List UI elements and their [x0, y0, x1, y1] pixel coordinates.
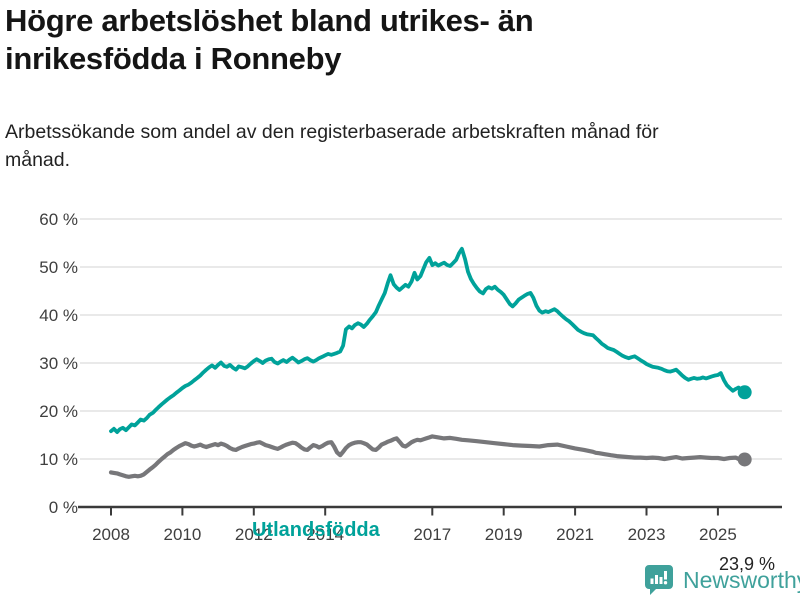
- line-chart: 0 % 10 % 20 % 30 % 40 % 50 % 60 % 2008 2010 2012 2…: [39, 210, 782, 544]
- svg-text:2010: 2010: [163, 525, 201, 544]
- series-label-utlandsfodda: Utlandsfödda: [252, 519, 380, 541]
- svg-text:2021: 2021: [556, 525, 594, 544]
- svg-text:20 %: 20 %: [39, 402, 78, 421]
- brand-name: Newsworthy: [683, 566, 800, 593]
- svg-text:0 %: 0 %: [49, 498, 78, 517]
- newsworthy-logo-icon: [645, 565, 673, 595]
- svg-text:50 %: 50 %: [39, 258, 78, 277]
- svg-text:2025: 2025: [699, 525, 737, 544]
- svg-text:2012: 2012: [235, 525, 273, 544]
- svg-text:40 %: 40 %: [39, 306, 78, 325]
- plot-area: 0 % 10 % 20 % 30 % 40 % 50 % 60 % 2008 2010 2012 2…: [0, 192, 800, 574]
- svg-text:2019: 2019: [485, 525, 523, 544]
- svg-text:30 %: 30 %: [39, 354, 78, 373]
- svg-text:2017: 2017: [413, 525, 451, 544]
- brand-footer[interactable]: Newsworthy: [644, 564, 800, 596]
- svg-text:2014: 2014: [306, 525, 344, 544]
- svg-text:2008: 2008: [92, 525, 130, 544]
- chart-subtitle: Arbetssökande som andel av den registerb…: [5, 121, 659, 171]
- svg-text:60 %: 60 %: [39, 210, 78, 229]
- svg-text:2023: 2023: [628, 525, 666, 544]
- svg-text:10 %: 10 %: [39, 450, 78, 469]
- end-value-utlandsfodda: 23,9 %: [719, 554, 776, 574]
- chart-title: Högre arbetslöshet bland utrikes- än inr…: [5, 3, 534, 76]
